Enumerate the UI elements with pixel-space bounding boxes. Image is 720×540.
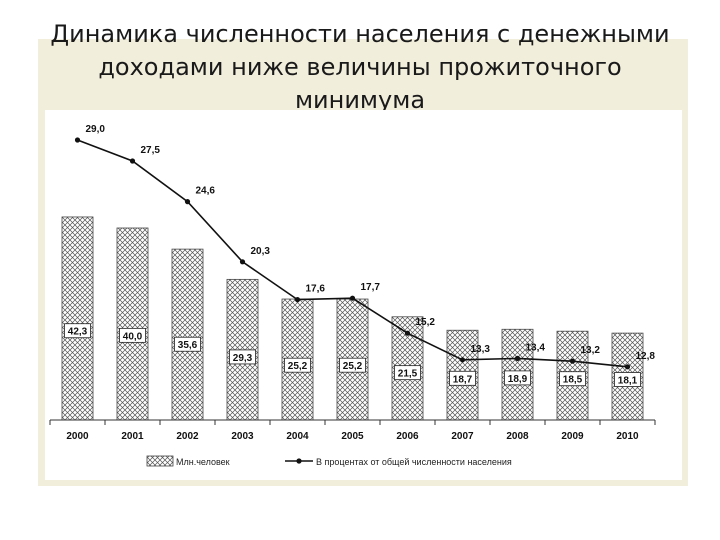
bar-2002 bbox=[171, 248, 204, 421]
legend-bar-label: Млн.человек bbox=[176, 457, 230, 467]
line-label-2008: 13,4 bbox=[526, 342, 546, 353]
line-label-2000: 29,0 bbox=[86, 124, 106, 135]
bar-label-2005: 25,2 bbox=[343, 361, 363, 372]
bar-label-box-2007 bbox=[449, 370, 476, 386]
x-tick-2000: 2000 bbox=[66, 431, 89, 442]
x-tick-2004: 2004 bbox=[286, 431, 309, 442]
bar-label-box-2003 bbox=[229, 349, 256, 365]
bar-label-box-2006 bbox=[394, 365, 421, 381]
x-tick-2002: 2002 bbox=[176, 431, 199, 442]
point-2009 bbox=[569, 358, 576, 364]
line-label-2006: 15,2 bbox=[416, 317, 436, 328]
point-2006 bbox=[404, 330, 411, 336]
point-2004 bbox=[294, 297, 301, 303]
bar-label-box-2000 bbox=[64, 323, 91, 339]
point-2008 bbox=[514, 355, 521, 361]
line-label-2009: 13,2 bbox=[581, 345, 601, 356]
bar-label-box-2005 bbox=[339, 357, 366, 373]
point-2005 bbox=[349, 295, 356, 301]
legend-bar-swatch bbox=[146, 455, 174, 467]
x-tick-2007: 2007 bbox=[451, 431, 474, 442]
bar-label-2006: 21,5 bbox=[398, 369, 418, 380]
x-tick-2001: 2001 bbox=[121, 431, 144, 442]
point-2000 bbox=[74, 137, 81, 143]
point-2001 bbox=[129, 158, 136, 164]
line-label-2010: 12,8 bbox=[636, 351, 656, 362]
slide-title: Динамика численности населения с денежны… bbox=[50, 20, 670, 114]
bar-label-2009: 18,5 bbox=[563, 375, 583, 386]
line-label-2004: 17,6 bbox=[306, 284, 326, 295]
line-label-2005: 17,7 bbox=[361, 282, 381, 293]
bar-label-2007: 18,7 bbox=[453, 374, 473, 385]
legend-line-marker bbox=[296, 458, 302, 464]
point-2003 bbox=[239, 259, 246, 265]
bar-label-box-2004 bbox=[284, 357, 311, 373]
chart-area: 42,3 40,0 35,6 29,3 25,2 25,2 21,5 18,7 18,9 18,5… bbox=[45, 110, 682, 480]
line-label-2001: 27,5 bbox=[141, 145, 161, 156]
x-tick-2010: 2010 bbox=[616, 431, 639, 442]
x-tick-2003: 2003 bbox=[231, 431, 254, 442]
x-tick-2006: 2006 bbox=[396, 431, 419, 442]
point-2002 bbox=[184, 199, 191, 205]
bar-label-box-2008 bbox=[504, 370, 531, 386]
bar-2000 bbox=[61, 216, 94, 421]
legend-line-label: В процентах от общей численности населен… bbox=[316, 457, 512, 467]
bar-label-2004: 25,2 bbox=[288, 361, 308, 372]
population-chart: 42,3 40,0 35,6 29,3 25,2 25,2 21,5 18,7 18,9 18,5… bbox=[49, 124, 656, 467]
line-label-2002: 24,6 bbox=[196, 186, 216, 197]
point-2007 bbox=[459, 357, 466, 363]
line-label-2007: 13,3 bbox=[471, 344, 491, 355]
x-tick-2005: 2005 bbox=[341, 431, 364, 442]
bar-label-2001: 40,0 bbox=[123, 331, 143, 342]
line-label-2003: 20,3 bbox=[251, 246, 271, 257]
bar-label-box-2010 bbox=[614, 372, 641, 387]
bar-label-2000: 42,3 bbox=[68, 327, 88, 338]
bar-label-2002: 35,6 bbox=[178, 340, 198, 351]
bar-label-box-2001 bbox=[119, 327, 146, 343]
bar-2001 bbox=[116, 227, 149, 421]
bar-label-2003: 29,3 bbox=[233, 353, 253, 364]
bar-label-2008: 18,9 bbox=[508, 374, 528, 385]
bar-label-2010: 18,1 bbox=[618, 376, 638, 387]
point-2010 bbox=[624, 364, 631, 370]
x-tick-2008: 2008 bbox=[506, 431, 529, 442]
x-tick-2009: 2009 bbox=[561, 431, 584, 442]
bar-label-box-2002 bbox=[174, 336, 201, 352]
bar-label-box-2009 bbox=[559, 371, 586, 387]
